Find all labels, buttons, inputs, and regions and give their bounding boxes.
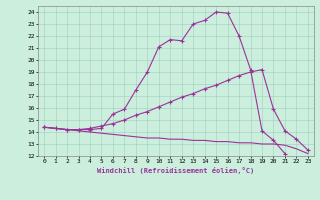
X-axis label: Windchill (Refroidissement éolien,°C): Windchill (Refroidissement éolien,°C) [97,167,255,174]
